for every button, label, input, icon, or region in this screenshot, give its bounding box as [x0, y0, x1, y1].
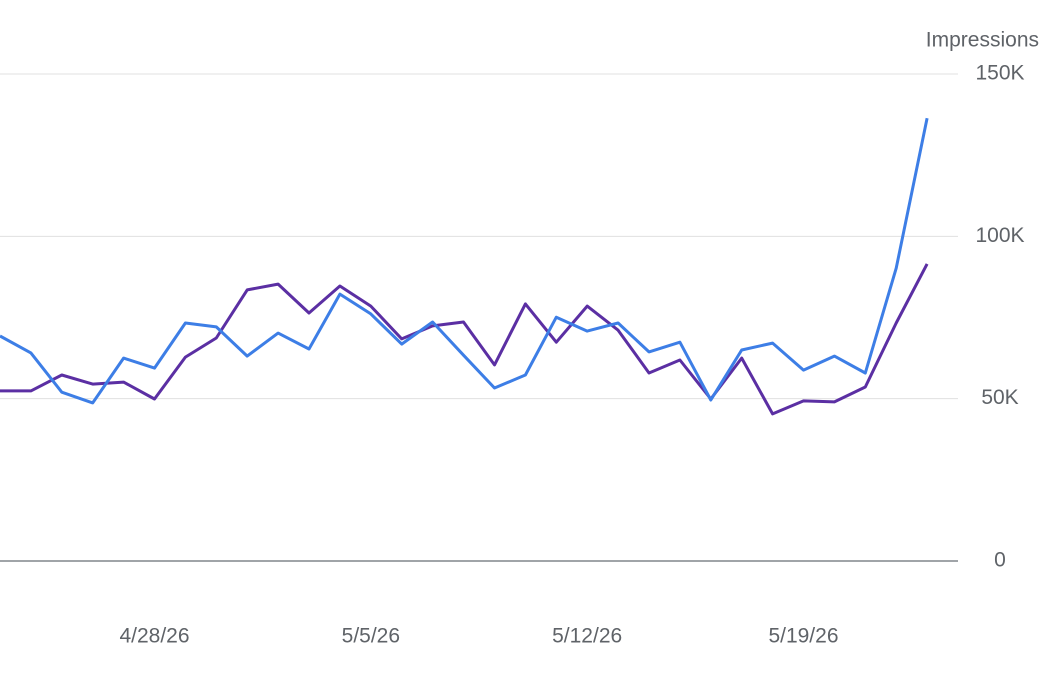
x-tick-label: 4/28/26: [119, 625, 189, 648]
y-tick-label: 50K: [981, 386, 1018, 409]
x-tick-label: 5/12/26: [552, 625, 622, 648]
y-tick-label: 150K: [975, 62, 1024, 85]
y-axis-label: Impressions: [926, 29, 1039, 52]
x-tick-label: 5/5/26: [342, 625, 400, 648]
x-tick-label: 5/19/26: [768, 625, 838, 648]
series-line: [0, 117, 929, 405]
y-tick-label: 0: [994, 549, 1006, 572]
series-line: [0, 263, 929, 416]
y-tick-label: 100K: [975, 224, 1024, 247]
